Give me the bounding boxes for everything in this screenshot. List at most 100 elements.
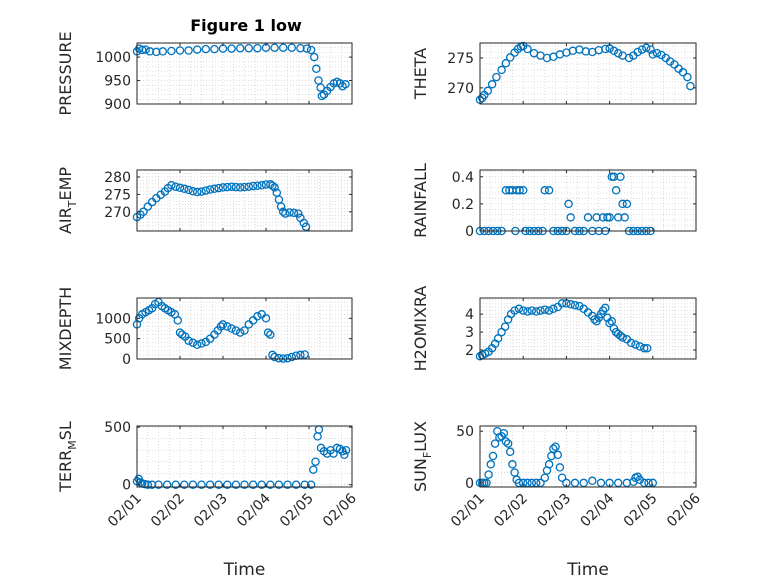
x-tick-label: 02/04 (234, 490, 274, 530)
y-tick-label: 275 (104, 187, 131, 203)
data-point (257, 181, 266, 190)
data-point (257, 310, 266, 319)
data-point (270, 183, 279, 192)
data-point (197, 480, 206, 489)
data-point (173, 316, 183, 325)
data-point (570, 478, 580, 488)
panel-theta: 270 275 THETA (411, 41, 697, 105)
data-point (158, 47, 168, 56)
data-point (285, 208, 294, 217)
data-point (240, 326, 249, 335)
data-point (152, 47, 161, 57)
axes-frame (136, 169, 353, 232)
data-point (210, 44, 219, 54)
data-point (588, 476, 597, 486)
data-point (544, 306, 554, 315)
data-point (274, 480, 284, 489)
data-point (311, 457, 320, 466)
data-point (205, 480, 215, 489)
data-point (278, 43, 288, 52)
data-point (306, 45, 316, 55)
y-tick-label: 500 (104, 332, 131, 348)
data-point (598, 306, 608, 315)
panel-rainfall: 0 0.2 0.4 RAINFALL (411, 163, 697, 240)
data-point (492, 72, 501, 82)
data-point (253, 312, 262, 321)
data-point (549, 304, 558, 314)
data-point (500, 322, 510, 331)
data-point (631, 340, 640, 349)
data-point (527, 306, 537, 315)
data-point (283, 353, 292, 363)
data-point (235, 183, 245, 192)
y-axis-label: RAINFALL (411, 163, 430, 238)
data-point (257, 480, 266, 489)
data-point (505, 447, 515, 457)
x-tick-label: 02/05 (277, 491, 317, 531)
data-point (620, 213, 629, 222)
y-axis-label: AIRTEMP (56, 167, 79, 234)
data-point (648, 50, 658, 59)
axes-frame (136, 425, 353, 488)
data-point (306, 480, 316, 489)
data-point (184, 185, 193, 195)
data-point (505, 53, 515, 62)
data-point (261, 314, 271, 323)
data-point (566, 300, 575, 309)
data-point (514, 304, 524, 314)
data-point (601, 303, 610, 313)
data-point (312, 64, 321, 74)
panel-pressure: 900 950 1000 PRESSURE (56, 31, 353, 116)
x-tick-label: 02/02 (148, 491, 188, 531)
data-point (231, 182, 241, 192)
data-point (218, 183, 228, 192)
data-point (244, 182, 254, 191)
data-point (616, 331, 625, 340)
data-point (214, 183, 223, 193)
data-point (218, 320, 228, 329)
data-point (175, 46, 185, 55)
data-point (487, 80, 497, 89)
data-point (263, 328, 273, 337)
x-tick-label: 02/02 (491, 491, 531, 531)
data-point (497, 65, 506, 75)
panel-mixdepth: 0 500 1000 MIXDEPTH (56, 287, 353, 370)
x-tick-label: 02/01 (448, 491, 488, 531)
y-tick-label: 950 (104, 74, 131, 90)
data-point (188, 338, 198, 347)
data-point (633, 47, 642, 57)
data-point (201, 44, 211, 54)
data-point (266, 330, 275, 339)
data-point (192, 340, 202, 350)
x-tick-label: 02/03 (534, 491, 574, 531)
data-point (598, 213, 608, 222)
y-tick-label: 0.4 (452, 170, 474, 186)
data-point (639, 343, 649, 353)
data-point (231, 326, 241, 335)
data-point (503, 439, 513, 448)
data-point (579, 478, 588, 488)
data-point (175, 328, 185, 337)
data-point (180, 184, 189, 194)
data-point (143, 202, 153, 211)
data-point (137, 45, 147, 55)
data-point (570, 300, 580, 310)
data-point (192, 45, 202, 54)
x-tick-label: 02/06 (664, 490, 704, 530)
data-point (683, 72, 692, 82)
data-point (626, 338, 636, 348)
data-point (296, 43, 305, 53)
data-point (613, 213, 623, 222)
data-point (314, 76, 323, 85)
y-tick-label: 0.2 (452, 197, 474, 213)
data-point (248, 480, 258, 489)
data-point (499, 428, 509, 438)
x-axis-label: Time (223, 560, 266, 580)
data-point (143, 480, 153, 489)
data-point (486, 460, 496, 469)
data-point (501, 59, 511, 68)
y-tick-label: 0 (465, 224, 474, 240)
data-point (278, 207, 288, 217)
data-point (646, 45, 655, 54)
